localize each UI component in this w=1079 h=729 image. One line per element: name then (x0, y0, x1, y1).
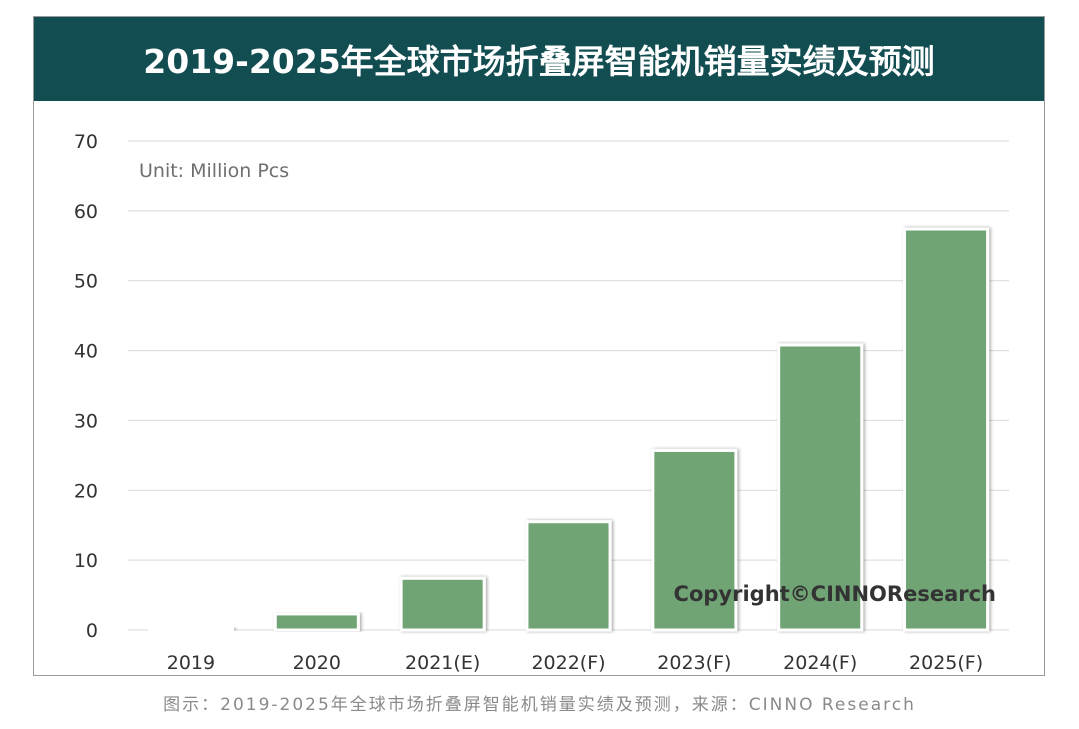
y-tick-label: 50 (74, 271, 98, 293)
x-tick-label: 2024(F) (783, 652, 857, 674)
y-tick-label: 10 (74, 550, 98, 572)
y-tick-label: 20 (74, 480, 98, 502)
x-tick-label: 2023(F) (657, 652, 731, 674)
bars (147, 227, 990, 632)
y-axis-ticks: 0 10 20 30 40 50 60 70 (74, 131, 98, 642)
figure-caption: 图示：2019-2025年全球市场折叠屏智能机销量实绩及预测，来源：CINNO … (163, 695, 916, 715)
bar-2024(F) (777, 343, 864, 632)
y-tick-label: 30 (74, 410, 98, 432)
x-tick-label: 2020 (293, 652, 341, 674)
bar-2023(F) (651, 448, 738, 632)
bar-2019 (147, 626, 234, 632)
y-tick-label: 40 (74, 341, 98, 363)
bar-2025(F) (903, 227, 990, 632)
y-tick-label: 60 (74, 201, 98, 223)
copyright-watermark: Copyright©CINNOResearch (674, 582, 996, 606)
y-tick-label: 70 (74, 131, 98, 153)
grid-lines (128, 140, 1009, 631)
bar-2020 (273, 612, 360, 632)
x-tick-label: 2022(F) (531, 652, 605, 674)
chart-title-banner: 2019-2025年全球市场折叠屏智能机销量实绩及预测 (34, 17, 1044, 101)
y-tick-label: 0 (86, 620, 98, 642)
x-tick-label: 2021(E) (405, 652, 480, 674)
bar-2021(E) (399, 576, 486, 632)
unit-label: Unit: Million Pcs (139, 160, 289, 182)
chart-frame: 2019-2025年全球市场折叠屏智能机销量实绩及预测 0 10 20 30 40 50 6… (33, 16, 1045, 676)
bar-2022(F) (525, 520, 612, 632)
x-axis-ticks: 2019 2020 2021(E) 2022(F) 2023(F) 2024(F) 2025… (167, 652, 983, 674)
x-tick-label: 2025(F) (909, 652, 983, 674)
chart-title: 2019-2025年全球市场折叠屏智能机销量实绩及预测 (143, 42, 935, 81)
x-tick-label: 2019 (167, 652, 215, 674)
